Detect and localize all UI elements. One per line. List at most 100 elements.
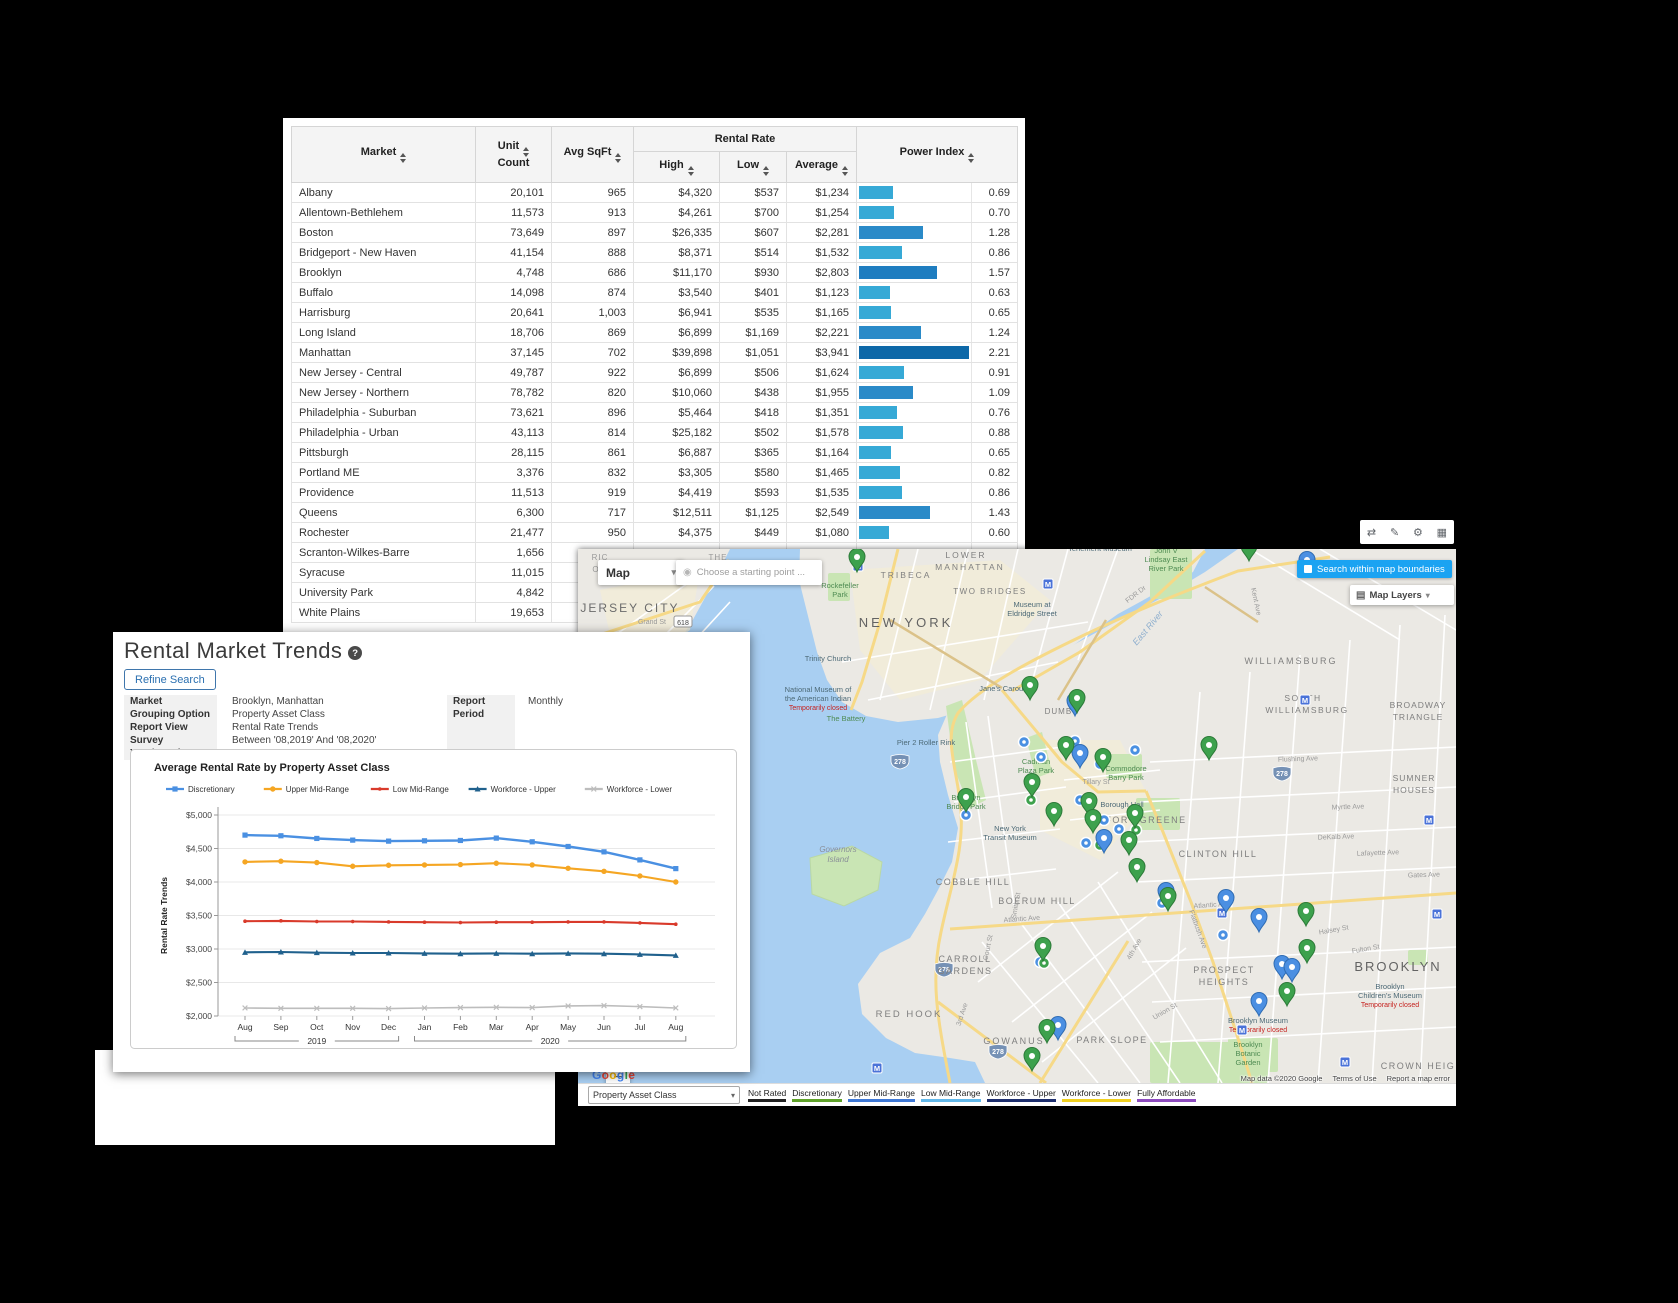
- starting-point-input[interactable]: ◉ Choose a starting point ...: [676, 560, 822, 585]
- draw-icon[interactable]: ✎: [1389, 526, 1400, 539]
- map-dot-marker-blue[interactable]: [1079, 836, 1093, 850]
- map-pin-green[interactable]: [1023, 1047, 1041, 1073]
- refine-search-button[interactable]: Refine Search: [124, 669, 216, 690]
- table-row[interactable]: Rochester 21,477 950 $4,375 $449 $1,080 0.60: [291, 522, 1019, 543]
- subway-station-icon[interactable]: M: [1339, 1056, 1351, 1068]
- table-row[interactable]: Long Island 18,706 869 $6,899 $1,169 $2,221 1.…: [291, 322, 1019, 343]
- sort-icon[interactable]: [687, 165, 694, 176]
- map-dot-marker-blue[interactable]: [1112, 822, 1126, 836]
- map-pin-green[interactable]: [1120, 831, 1138, 857]
- table-row[interactable]: Boston 73,649 897 $26,335 $607 $2,281 1.28: [291, 222, 1019, 243]
- table-row[interactable]: Manhattan 37,145 702 $39,898 $1,051 $3,941 2.2…: [291, 342, 1019, 363]
- map-dot-marker-blue[interactable]: [1034, 750, 1048, 764]
- map-pin-green[interactable]: [957, 788, 975, 814]
- subway-station-icon[interactable]: M: [1236, 1024, 1248, 1036]
- map-pin-blue[interactable]: [1283, 958, 1301, 984]
- map-pin-green[interactable]: [1126, 804, 1144, 830]
- map-pin-blue[interactable]: [1049, 1016, 1067, 1042]
- map-layers-button[interactable]: ▤ Map Layers ▾: [1350, 585, 1454, 605]
- terms-link[interactable]: Terms of Use: [1332, 1074, 1377, 1083]
- map-pin-green[interactable]: [1200, 736, 1218, 762]
- table-row[interactable]: Albany 20,101 965 $4,320 $537 $1,234 0.69: [291, 182, 1019, 203]
- sort-icon[interactable]: [523, 147, 530, 157]
- map-pin-green[interactable]: [1298, 939, 1316, 965]
- map-pin-green[interactable]: [1038, 1019, 1056, 1045]
- map-pin-green[interactable]: [1084, 809, 1102, 835]
- map-pin-blue[interactable]: [1217, 889, 1235, 915]
- search-within-boundaries-button[interactable]: Search within map boundaries: [1297, 560, 1452, 578]
- map-pin-green[interactable]: [1023, 773, 1041, 799]
- map-pin-green[interactable]: [1128, 858, 1146, 884]
- legend-item[interactable]: Workforce - Upper: [468, 785, 557, 794]
- subway-station-icon[interactable]: M: [1299, 694, 1311, 706]
- map-pin-green[interactable]: [1045, 802, 1063, 828]
- map-pin-green[interactable]: [1094, 748, 1112, 774]
- table-row[interactable]: Bridgeport - New Haven 41,154 888 $8,371 $51…: [291, 242, 1019, 263]
- swap-icon[interactable]: ⇄: [1366, 526, 1377, 539]
- subway-station-icon[interactable]: M: [1423, 814, 1435, 826]
- subway-station-icon[interactable]: M: [1042, 578, 1054, 590]
- power-index-bar: [859, 326, 921, 339]
- map-pin-green[interactable]: [848, 549, 866, 574]
- map-pin-blue[interactable]: [1071, 744, 1089, 770]
- header-high[interactable]: High: [633, 151, 720, 183]
- map-pin-green[interactable]: [1278, 982, 1296, 1008]
- legend-attribute-select[interactable]: Property Asset Class ▾: [588, 1086, 740, 1104]
- map-dot-marker-green[interactable]: [1024, 793, 1038, 807]
- map-pin-blue[interactable]: [1250, 908, 1268, 934]
- table-row[interactable]: Philadelphia - Suburban 73,621 896 $5,464 $4…: [291, 402, 1019, 423]
- map-pin-green[interactable]: [1159, 887, 1177, 913]
- table-row[interactable]: New Jersey - Northern 78,782 820 $10,060 $43…: [291, 382, 1019, 403]
- sort-icon[interactable]: [615, 153, 622, 163]
- header-low[interactable]: Low: [719, 151, 787, 183]
- legend-item[interactable]: Upper Mid-Range: [263, 785, 350, 794]
- table-row[interactable]: New Jersey - Central 49,787 922 $6,899 $506 $…: [291, 362, 1019, 383]
- header-unit-count[interactable]: Unit Count: [475, 126, 552, 183]
- table-row[interactable]: Brooklyn 4,748 686 $11,170 $930 $2,803 1.57: [291, 262, 1019, 283]
- table-row[interactable]: Buffalo 14,098 874 $3,540 $401 $1,123 0.63: [291, 282, 1019, 303]
- help-icon[interactable]: ?: [348, 646, 363, 660]
- map-pin-green[interactable]: [1034, 937, 1052, 963]
- map-pin-blue[interactable]: [1250, 992, 1268, 1018]
- legend-item[interactable]: Low Mid-Range: [370, 785, 450, 794]
- table-row[interactable]: Pittsburgh 28,115 861 $6,887 $365 $1,164 0.65: [291, 442, 1019, 463]
- header-average[interactable]: Average: [785, 151, 858, 183]
- table-row[interactable]: Providence 11,513 919 $4,419 $593 $1,535 0.86: [291, 482, 1019, 503]
- map-dot-marker-blue[interactable]: [1216, 928, 1230, 942]
- sort-icon[interactable]: [842, 165, 849, 176]
- table-row[interactable]: Philadelphia - Urban 43,113 814 $25,182 $502…: [291, 422, 1019, 443]
- map-dot-marker-blue[interactable]: [1128, 743, 1142, 757]
- subway-station-icon[interactable]: M: [1431, 908, 1443, 920]
- header-avg-sqft[interactable]: Avg SqFt: [551, 126, 634, 183]
- sort-icon[interactable]: [763, 165, 769, 176]
- header-power-index[interactable]: Power Index: [856, 126, 1019, 183]
- map-attribution: Map data ©2020 Google Terms of Use Report …: [1241, 1074, 1450, 1083]
- checkbox-icon[interactable]: [1304, 565, 1312, 573]
- chart-series-upper-mid-range: [242, 858, 679, 885]
- table-row[interactable]: Harrisburg 20,641 1,003 $6,941 $535 $1,165 0.6…: [291, 302, 1019, 323]
- legend-item[interactable]: Discretionary: [166, 785, 235, 794]
- map-label: River Park: [1148, 564, 1183, 573]
- map-mode-dropdown[interactable]: Map ▾: [598, 560, 684, 585]
- legend-item[interactable]: Workforce - Lower: [584, 785, 673, 794]
- map-pin-green[interactable]: [1241, 549, 1257, 563]
- map-pin-green[interactable]: [1057, 736, 1075, 762]
- cell-unit-count: 73,649: [475, 222, 552, 243]
- sort-icon[interactable]: [968, 153, 975, 163]
- header-market[interactable]: Market: [291, 126, 476, 183]
- map-pin-green[interactable]: [1080, 792, 1098, 818]
- map-label: LOWER: [945, 550, 986, 560]
- map-pin-green[interactable]: [1068, 689, 1086, 715]
- map-pin-green[interactable]: [1297, 902, 1315, 928]
- map-pin-blue[interactable]: [1095, 829, 1113, 855]
- table-row[interactable]: Allentown-Bethlehem 11,573 913 $4,261 $700 $1…: [291, 202, 1019, 223]
- table-row[interactable]: Queens 6,300 717 $12,511 $1,125 $2,549 1.43: [291, 502, 1019, 523]
- report-error-link[interactable]: Report a map error: [1386, 1074, 1450, 1083]
- subway-station-icon[interactable]: M: [871, 1062, 883, 1074]
- map-pin-green[interactable]: [1021, 676, 1039, 702]
- map-dot-marker-blue[interactable]: [1017, 735, 1031, 749]
- settings-icon[interactable]: ⚙: [1412, 526, 1423, 539]
- table-row[interactable]: Portland ME 3,376 832 $3,305 $580 $1,465 0.82: [291, 462, 1019, 483]
- grid-icon[interactable]: ▦: [1436, 526, 1448, 539]
- sort-icon[interactable]: [400, 153, 407, 163]
